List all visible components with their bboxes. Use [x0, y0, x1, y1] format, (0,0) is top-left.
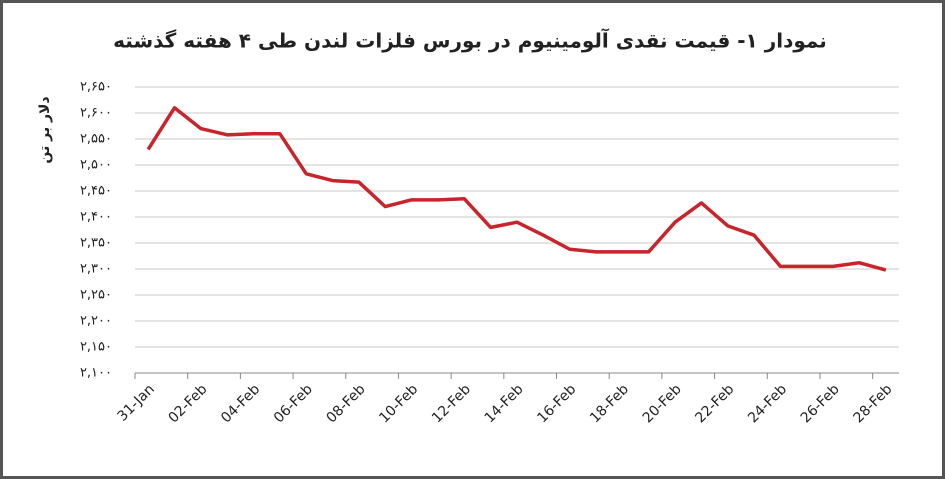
y-tick-label: ۲,۳۰۰: [80, 262, 112, 277]
chart-title: نمودار ۱- قیمت نقدی آلومینیوم در بورس فل…: [113, 28, 827, 53]
y-tick-label: ۲,۵۰۰: [80, 158, 112, 173]
line-series: [146, 106, 887, 272]
y-axis-label: دلار بر تن: [37, 96, 53, 163]
y-tick-label: ۲,۲۰۰: [80, 314, 112, 329]
y-tick-label: ۲,۳۵۰: [80, 236, 112, 251]
y-tick-label: ۲,۶۵۰: [80, 80, 112, 95]
y-tick-label: ۲,۵۵۰: [80, 132, 112, 147]
y-tick-label: ۲,۴۰۰: [80, 210, 112, 225]
y-tick-label: ۲,۴۵۰: [80, 184, 112, 199]
y-tick-label: ۲,۶۰۰: [80, 106, 112, 121]
y-tick-label: ۲,۱۰۰: [80, 366, 112, 381]
y-tick-label: ۲,۱۵۰: [80, 340, 112, 355]
y-tick-label: ۲,۲۵۰: [80, 288, 112, 303]
